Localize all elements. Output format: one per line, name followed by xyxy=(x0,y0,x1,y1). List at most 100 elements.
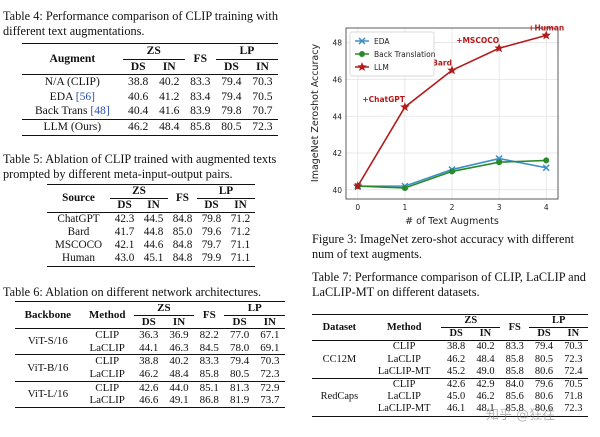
table6-cell: 72.9 xyxy=(260,381,280,394)
table4-cell: 41.6 xyxy=(159,104,180,118)
data-point xyxy=(541,30,551,40)
figure3-label: Figure 3: xyxy=(312,232,357,246)
table7-cell: 79.4 xyxy=(534,341,554,353)
table7-cell: 85.8 xyxy=(505,353,524,365)
table7-group-name: RedCaps xyxy=(320,391,359,403)
data-point xyxy=(494,43,504,53)
table7-method: CLIP xyxy=(392,341,416,353)
table7-col-zs-in: IN xyxy=(479,328,492,340)
table6-col-lp: LP xyxy=(224,301,285,316)
table6-row: LaCLIP 46.2 48.4 85.8 80.5 72.3 xyxy=(15,368,285,381)
table6-cell: 85.8 xyxy=(199,367,219,380)
figure3-caption: Figure 3: ImageNet zero-shot accuracy wi… xyxy=(312,232,594,261)
table6-cell: 46.2 xyxy=(139,367,159,380)
citation-link[interactable]: [48] xyxy=(90,104,110,118)
table7-row: LaCLIP 45.0 46.2 85.6 80.6 71.8 xyxy=(312,391,588,403)
x-tick-label: 2 xyxy=(450,203,455,212)
table6-caption: Table 6: Ablation on different network a… xyxy=(3,285,303,300)
table6-cell: 69.1 xyxy=(260,341,280,354)
table4-col-zs-ds: DS xyxy=(130,59,146,73)
table4-col-lp-ds: DS xyxy=(223,59,239,73)
table4-cell: 79.4 xyxy=(221,75,242,89)
table4-cell: 79.8 xyxy=(221,104,242,118)
table5-row: MSCOCO 42.1 44.6 84.8 79.7 71.1 xyxy=(47,239,255,252)
table6-method: LaCLIP xyxy=(89,394,125,407)
table4-cell: 40.4 xyxy=(128,104,149,118)
table4-label: Table 4: xyxy=(3,9,43,23)
table6-cell: 36.3 xyxy=(139,329,159,342)
data-point xyxy=(400,102,410,112)
table7-cell: 46.2 xyxy=(476,391,495,403)
data-point xyxy=(543,157,550,164)
table7-cell: 42.6 xyxy=(447,379,466,391)
watermark: 知乎 @狂往 xyxy=(486,408,556,423)
table6-group-name: ViT-S/16 xyxy=(27,335,68,348)
table7-row: RedCaps CLIP 42.6 42.9 84.0 79.6 70.5 xyxy=(312,378,588,402)
table5-col-lp-in: IN xyxy=(234,199,247,212)
table5-cell: 71.1 xyxy=(230,239,251,252)
table4-cell: 85.8 xyxy=(190,119,211,133)
table5-cell: 84.8 xyxy=(172,252,193,265)
table7-cell: 46.2 xyxy=(447,353,466,365)
chart-xlabel: # of Text Augments xyxy=(405,216,499,227)
table4-cell: 80.5 xyxy=(221,119,242,133)
table6-col-zs-in: IN xyxy=(172,315,186,328)
table4-cell: 40.6 xyxy=(128,89,149,103)
table4-cell: 38.8 xyxy=(128,75,149,89)
table4-col-zs: ZS xyxy=(122,43,185,60)
chart-series xyxy=(353,30,551,191)
table5-row: ChatGPT 42.3 44.5 84.8 79.8 71.2 xyxy=(47,212,255,227)
y-tick-label: 40 xyxy=(332,186,342,195)
table4-row: EDA [56] 40.6 41.2 83.4 79.4 70.5 xyxy=(22,90,278,105)
table6-cell: 85.1 xyxy=(199,381,219,394)
legend-label: LLM xyxy=(374,63,389,72)
legend-box xyxy=(349,31,435,77)
table7-cell: 72.3 xyxy=(564,403,583,415)
citation-link[interactable]: [56] xyxy=(75,89,96,103)
table4-cell: 70.3 xyxy=(252,75,273,89)
table7-col-lp-in: IN xyxy=(567,328,580,340)
table7-subheader-row: DS IN DS IN xyxy=(312,328,588,341)
annotation-label: +MSCOCO xyxy=(456,36,499,45)
table5-col-source: Source xyxy=(62,192,95,205)
table4-cell: 48.4 xyxy=(159,119,180,133)
table4-cell: 70.5 xyxy=(252,89,273,103)
table5-row-name: Human xyxy=(62,252,95,265)
figure3-chart: 40 42 44 46 48 0 1 2 3 4 +ChatGPT +Bard +MSCOCO +Hum… xyxy=(310,23,564,227)
legend-label: Back Translation xyxy=(374,50,436,59)
row-label: Back Trans xyxy=(34,104,91,118)
table6-col-zs-ds: DS xyxy=(141,315,156,328)
table5-cell: 71.2 xyxy=(230,213,251,226)
table5-cell: 84.8 xyxy=(172,213,193,226)
table6-cell: 77.0 xyxy=(229,329,250,342)
table7-method: LaCLIP-MT xyxy=(377,365,431,377)
table6-cell: 42.6 xyxy=(139,381,159,394)
data-point xyxy=(496,159,503,166)
row-label: N/A (CLIP) xyxy=(44,75,100,89)
table7-cell: 80.6 xyxy=(534,365,554,377)
table7-method: LaCLIP xyxy=(387,391,421,403)
table6-cell: 83.3 xyxy=(199,355,219,368)
table5-cell: 41.7 xyxy=(114,226,135,239)
y-tick-label: 48 xyxy=(332,39,342,48)
table6-caption-text: Ablation on different network architectu… xyxy=(45,285,262,299)
table5-cell: 79.8 xyxy=(201,213,222,226)
table4-row-name: Back Trans [48] xyxy=(22,104,123,119)
table4-cell: 41.2 xyxy=(159,89,180,103)
data-point xyxy=(359,51,365,57)
table6-cell: 78.0 xyxy=(229,341,250,354)
table6-group-name: ViT-L/16 xyxy=(27,387,69,400)
table5-cell: 71.2 xyxy=(230,226,251,239)
table6-cell: 70.3 xyxy=(260,355,280,368)
table4-col-augment: Augment xyxy=(49,51,96,65)
table6-cell: 73.7 xyxy=(260,394,280,407)
table5-col-zs: ZS xyxy=(110,184,168,200)
table6-cell: 38.8 xyxy=(139,355,159,368)
chart-legend: EDA Back Translation LLM xyxy=(349,31,436,77)
table7-row: LaCLIP-MT 45.2 49.0 85.8 80.6 72.4 xyxy=(312,366,588,379)
table4-cell: 46.2 xyxy=(128,119,149,133)
legend-label: EDA xyxy=(374,37,390,46)
chart-frame xyxy=(345,27,559,200)
chart-ylabel: ImageNet Zeroshot Accuracy xyxy=(310,44,321,183)
table7-cell: 84.0 xyxy=(505,379,524,391)
